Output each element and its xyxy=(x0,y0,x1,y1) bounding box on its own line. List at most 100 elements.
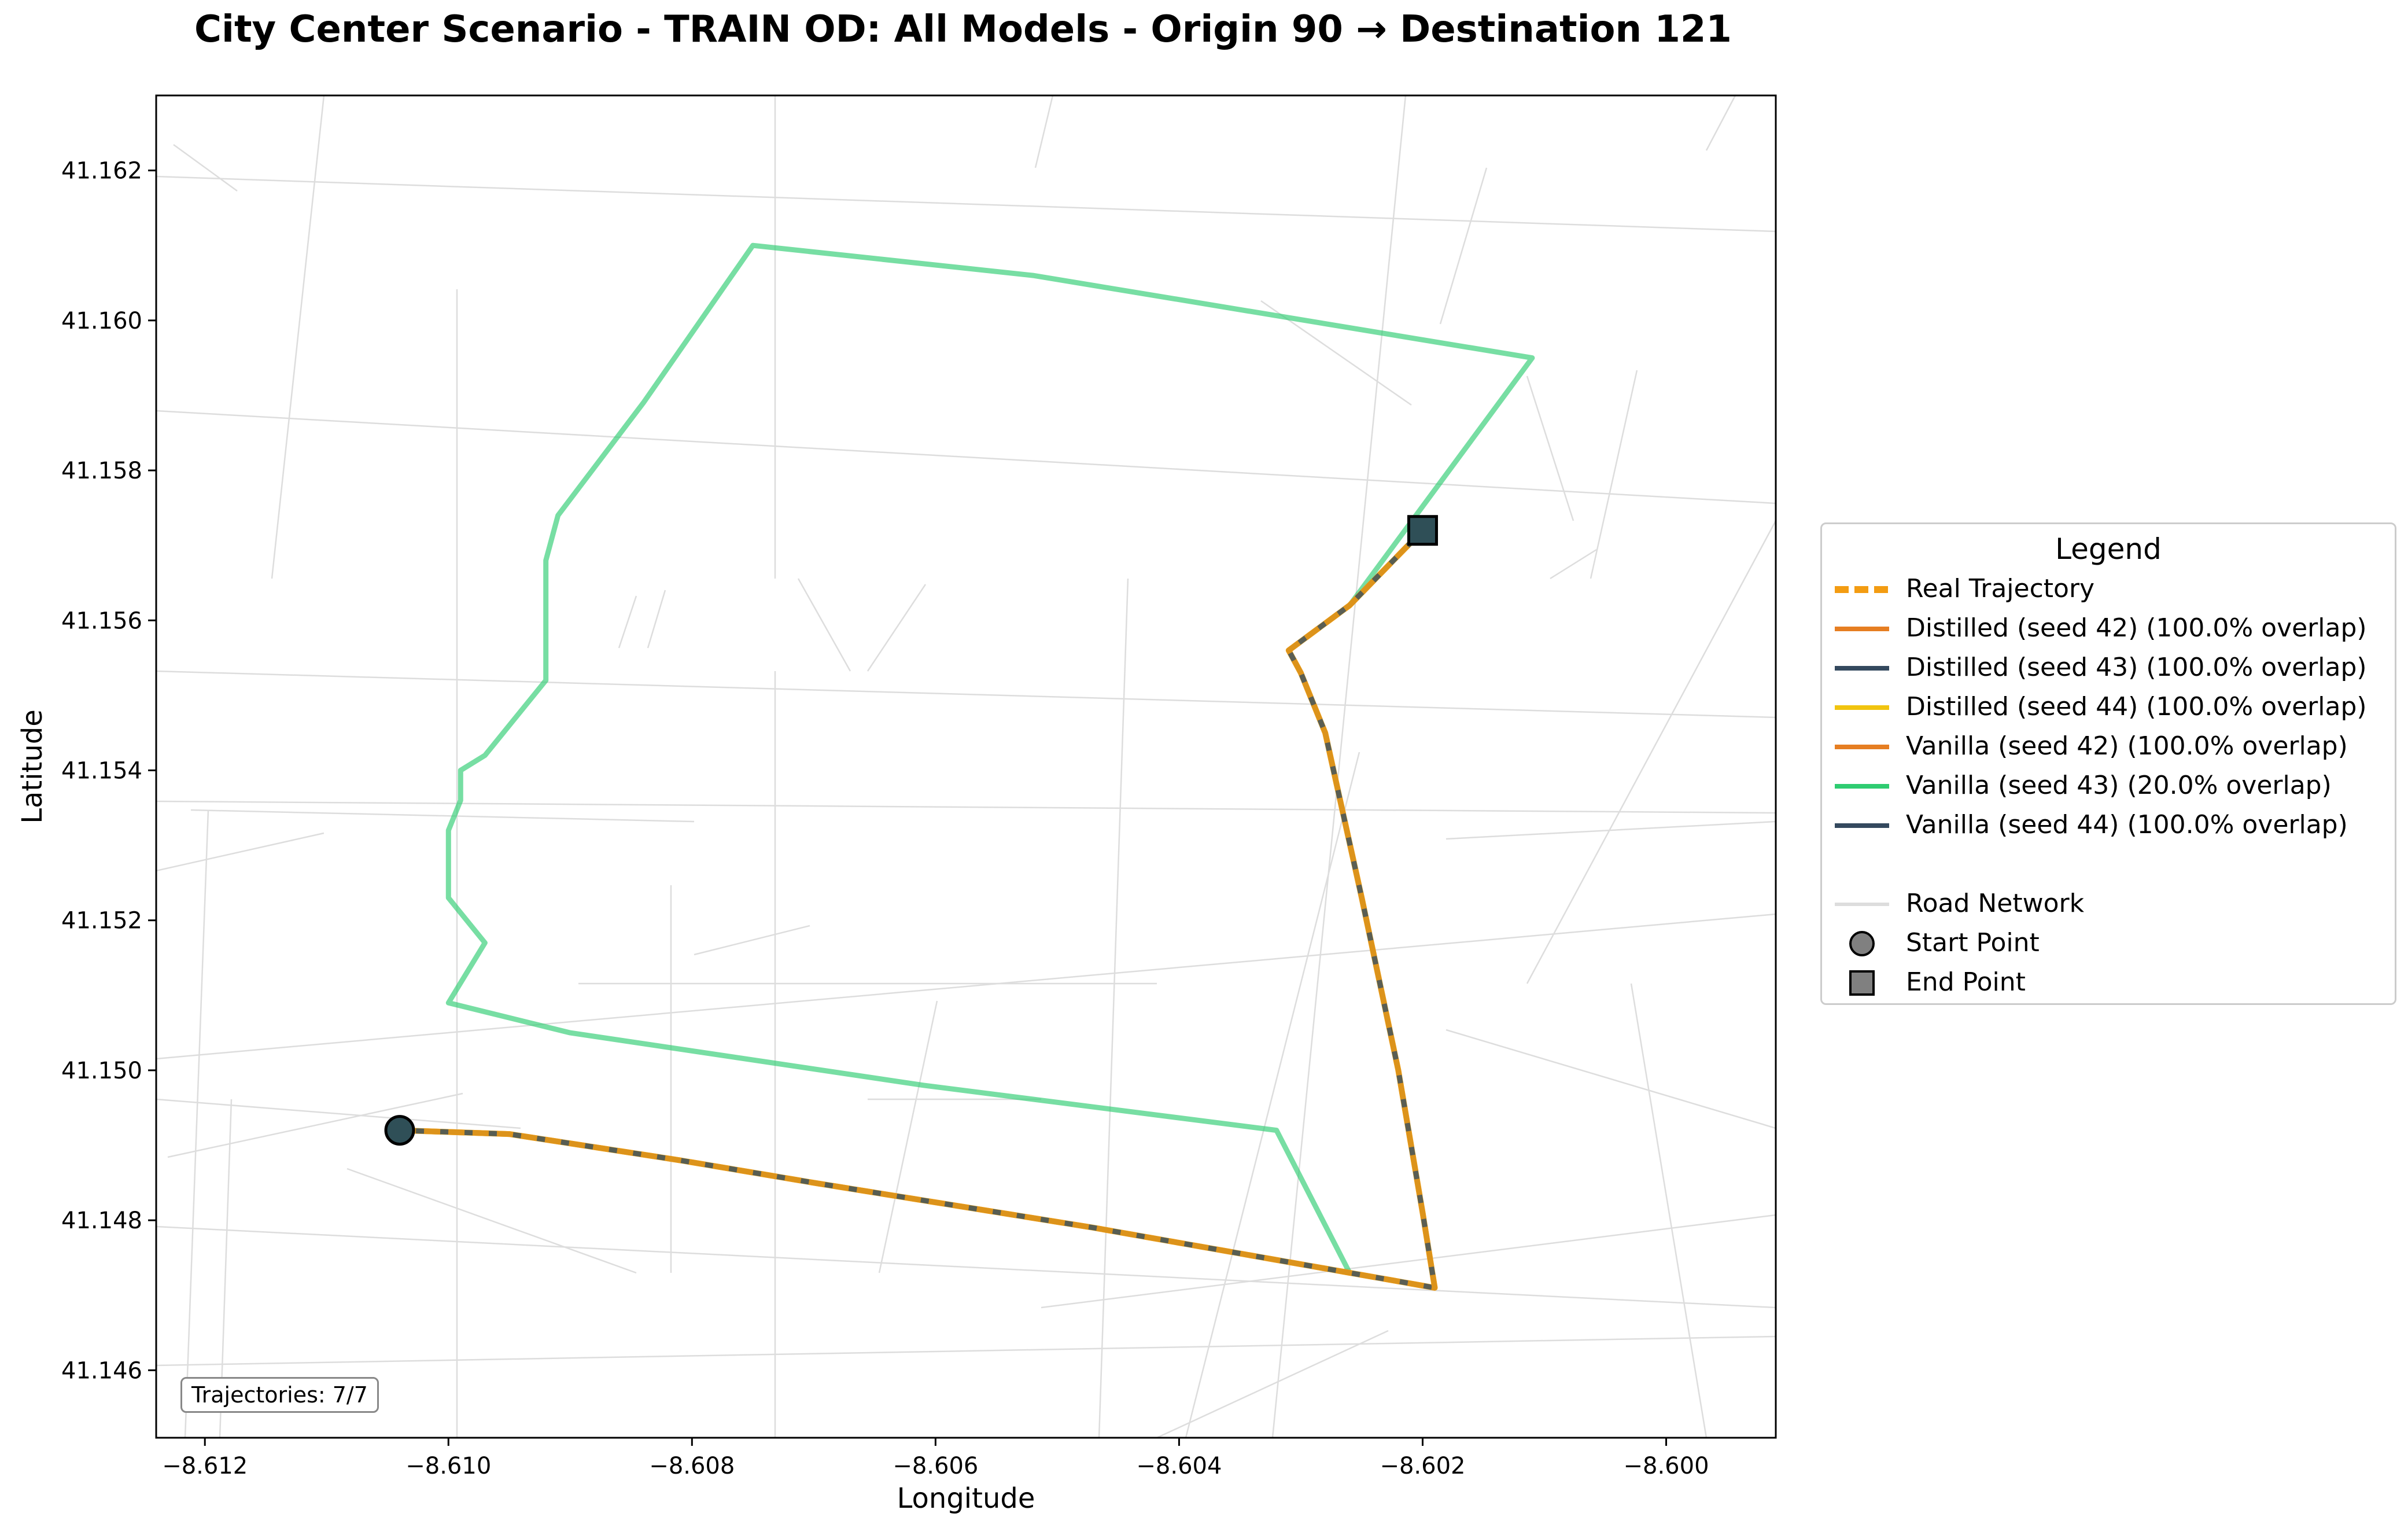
road-segment xyxy=(1439,167,1488,325)
x-tick-label: −8.612 xyxy=(162,1453,248,1479)
road-segment xyxy=(1034,95,1054,168)
road-segment xyxy=(156,832,324,872)
road-segment xyxy=(647,590,666,649)
legend-item: Vanilla (seed 42) (100.0% overlap) xyxy=(1822,729,2395,764)
trajectory-distilled-seed42 xyxy=(399,528,1438,1291)
legend-swatch xyxy=(1835,666,1889,671)
start-point-marker xyxy=(384,1115,415,1146)
road-segment xyxy=(866,584,927,672)
y-tick-label: 41.146 xyxy=(61,1357,142,1384)
legend-label: Distilled (seed 44) (100.0% overlap) xyxy=(1906,692,2367,721)
road-segment xyxy=(173,143,238,192)
road-segment xyxy=(1041,1214,1776,1309)
road-segment xyxy=(1445,1029,1776,1129)
road-segment xyxy=(1271,95,1407,1438)
legend-swatch xyxy=(1835,586,1889,593)
y-tick-label: 41.162 xyxy=(61,158,142,185)
road-segment xyxy=(156,800,1776,814)
road-segment xyxy=(1526,375,1574,521)
legend-label: Start Point xyxy=(1906,928,2040,958)
legend-swatch xyxy=(1835,627,1889,631)
road-segment xyxy=(156,410,1776,505)
legend-item: Distilled (seed 42) (100.0% overlap) xyxy=(1822,611,2395,646)
road-segment xyxy=(1630,983,1708,1438)
legend-label: Distilled (seed 42) (100.0% overlap) xyxy=(1906,613,2367,643)
legend-label: Vanilla (seed 43) (20.0% overlap) xyxy=(1906,771,2332,800)
legend-item: Vanilla (seed 43) (20.0% overlap) xyxy=(1822,768,2395,803)
x-tick-label: −8.606 xyxy=(893,1453,978,1479)
legend-item: Vanilla (seed 44) (100.0% overlap) xyxy=(1822,808,2395,842)
end-point-marker xyxy=(1407,515,1438,546)
road-segment xyxy=(1526,520,1776,984)
y-axis-ticks: 41.146 41.148 41.150 41.152 41.154 41.156 41.1… xyxy=(61,158,156,1384)
legend: Legend Real Trajectory Distilled (seed 42… xyxy=(1820,522,2396,1005)
plot-frame xyxy=(155,94,1777,1439)
x-tick-label: −8.602 xyxy=(1380,1453,1465,1479)
trajectory-distilled-seed44 xyxy=(399,528,1438,1291)
x-tick-label: −8.608 xyxy=(649,1453,735,1479)
legend-title: Legend xyxy=(2055,532,2162,566)
legend-swatch xyxy=(1835,745,1889,749)
x-tick-label: −8.604 xyxy=(1136,1453,1222,1479)
x-axis-ticks: −8.612 −8.610 −8.608 −8.606 −8.604 −8.602 −8.6… xyxy=(162,1438,1709,1479)
trajectory-counter: Trajectories: 7/7 xyxy=(180,1377,379,1413)
legend-label: Real Trajectory xyxy=(1906,574,2095,603)
x-axis-label: Longitude xyxy=(897,1482,1035,1515)
road-segment xyxy=(346,1168,637,1274)
legend-swatch xyxy=(1835,823,1889,828)
y-tick-label: 41.158 xyxy=(61,458,142,484)
road-segment xyxy=(1156,1330,1389,1438)
y-axis-label: Latitude xyxy=(16,709,49,824)
legend-item: Real Trajectory xyxy=(1822,572,2395,606)
road-segment xyxy=(694,925,810,956)
legend-swatch xyxy=(1835,784,1889,789)
y-tick-label: 41.152 xyxy=(61,908,142,934)
chart-title: City Center Scenario - TRAIN OD: All Mod… xyxy=(194,8,1732,51)
road-segment xyxy=(271,95,325,579)
road-segment xyxy=(156,913,1776,1060)
legend-item: Start Point xyxy=(1822,926,2395,960)
road-segment xyxy=(190,809,695,823)
legend-item: Road Network xyxy=(1822,886,2395,921)
x-tick-label: −8.610 xyxy=(405,1453,491,1479)
legend-label: Vanilla (seed 44) (100.0% overlap) xyxy=(1906,810,2348,840)
road-segment xyxy=(1705,95,1736,151)
road-segment xyxy=(1550,548,1597,580)
legend-label: Road Network xyxy=(1906,889,2085,918)
road-segment xyxy=(167,1092,463,1158)
trajectory-real xyxy=(399,528,1438,1291)
y-tick-label: 41.160 xyxy=(61,308,142,334)
road-segment xyxy=(156,1225,1776,1309)
road-segment xyxy=(156,1098,521,1129)
road-segment xyxy=(797,578,851,672)
y-tick-label: 41.148 xyxy=(61,1207,142,1234)
road-segment xyxy=(1445,820,1776,840)
road-segment xyxy=(1590,370,1638,579)
road-segment xyxy=(156,1335,1776,1367)
road-segment xyxy=(618,595,637,649)
y-tick-label: 41.156 xyxy=(61,607,142,634)
x-tick-label: −8.600 xyxy=(1624,1453,1709,1479)
legend-item: Distilled (seed 43) (100.0% overlap) xyxy=(1822,650,2395,685)
legend-item: Distilled (seed 44) (100.0% overlap) xyxy=(1822,690,2395,724)
road-segment xyxy=(156,670,1776,719)
road-segment xyxy=(878,1000,938,1273)
legend-swatch xyxy=(1849,970,1875,996)
road-segment xyxy=(1098,578,1129,1438)
y-tick-label: 41.154 xyxy=(61,757,142,784)
legend-swatch xyxy=(1835,903,1889,906)
legend-item: End Point xyxy=(1822,965,2395,1000)
road-segment xyxy=(156,175,1776,233)
y-tick-label: 41.150 xyxy=(61,1058,142,1084)
road-segment xyxy=(184,809,209,1438)
trajectory-vanilla-seed43 xyxy=(399,242,1535,1276)
trajectories xyxy=(399,242,1535,1291)
legend-label: End Point xyxy=(1906,967,2026,997)
legend-label: Vanilla (seed 42) (100.0% overlap) xyxy=(1906,731,2348,761)
trajectory-seed43-seed44-dark xyxy=(399,528,1437,1291)
legend-swatch xyxy=(1849,931,1875,956)
od-markers xyxy=(384,515,1438,1146)
road-network xyxy=(156,95,1776,1438)
road-segment xyxy=(1185,752,1360,1438)
